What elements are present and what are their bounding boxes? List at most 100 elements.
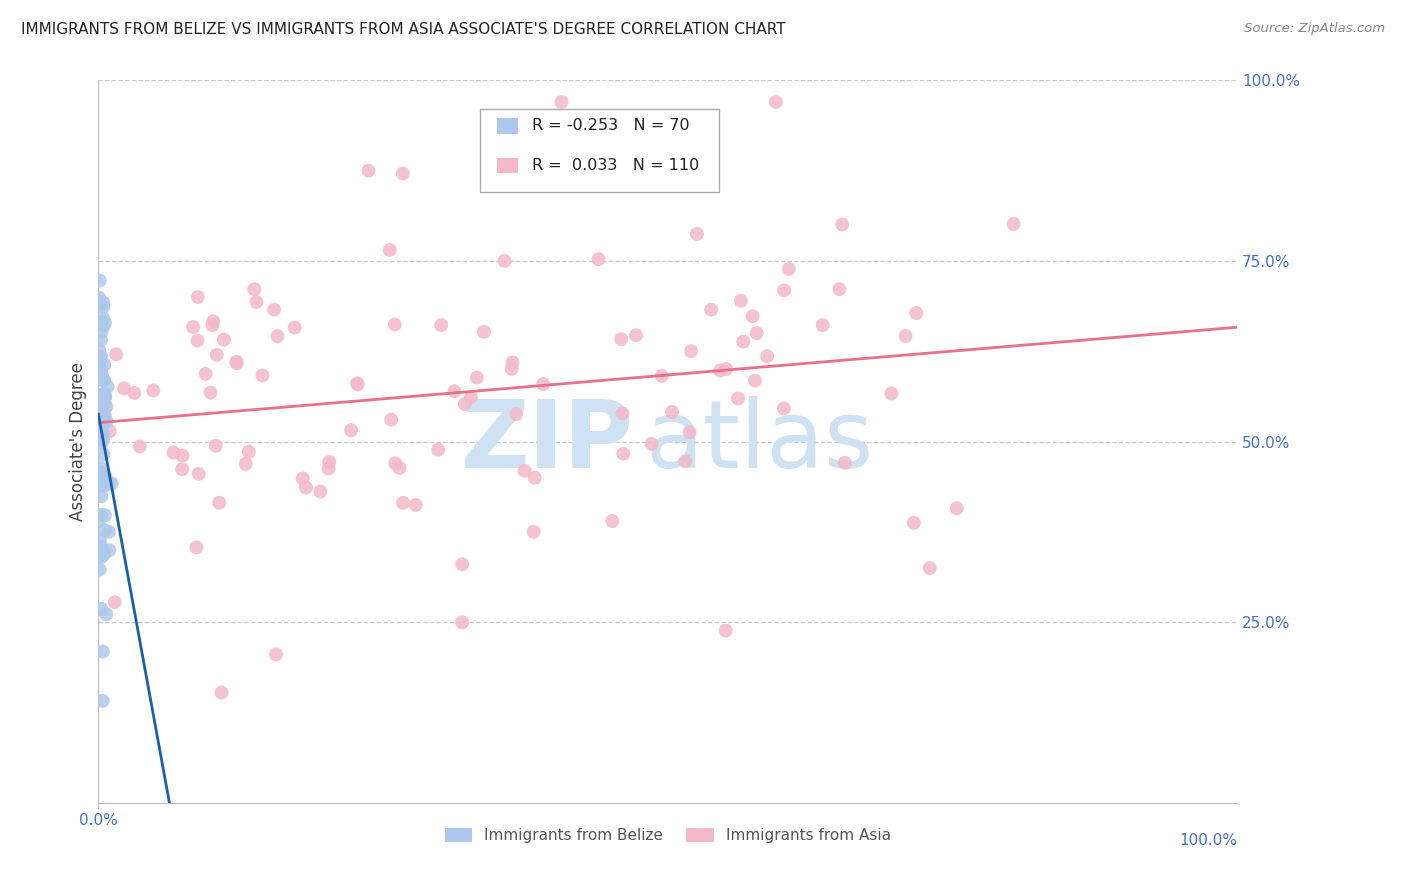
Point — [93, 403, 115, 417]
Point — [903, 516, 925, 530]
Point — [284, 320, 307, 334]
Text: 100.0%: 100.0% — [1180, 833, 1237, 848]
Point — [90, 489, 112, 503]
FancyBboxPatch shape — [479, 109, 718, 193]
Point — [727, 392, 749, 406]
Point — [181, 320, 204, 334]
Point — [91, 432, 114, 446]
Point — [765, 95, 787, 109]
Point — [465, 370, 488, 384]
Point — [96, 607, 118, 622]
Point — [252, 368, 274, 383]
Point — [91, 426, 114, 441]
Point — [235, 457, 257, 471]
Point — [686, 227, 709, 241]
Point — [492, 174, 515, 188]
Point — [87, 401, 110, 415]
Point — [202, 314, 225, 328]
Point — [778, 261, 800, 276]
Point — [773, 283, 796, 297]
Point — [225, 356, 247, 370]
Point — [93, 318, 115, 333]
Point — [97, 379, 120, 393]
Point — [90, 436, 112, 450]
Point — [263, 302, 285, 317]
Point — [128, 439, 150, 453]
Point — [714, 624, 737, 638]
Point — [773, 401, 796, 416]
Point — [318, 455, 340, 469]
Point — [91, 368, 114, 383]
Point — [427, 442, 450, 457]
Point — [97, 524, 120, 539]
Point — [472, 325, 495, 339]
Point — [624, 328, 647, 343]
Point — [451, 615, 474, 630]
Point — [291, 471, 314, 485]
Point — [90, 314, 112, 328]
Point — [93, 479, 115, 493]
Point — [112, 381, 135, 395]
Point — [295, 481, 318, 495]
Point — [90, 364, 112, 378]
Point — [89, 351, 111, 366]
Point — [89, 352, 111, 367]
Point — [205, 348, 228, 362]
Point — [187, 467, 209, 481]
Point — [93, 392, 115, 407]
Point — [87, 372, 110, 386]
Point — [430, 318, 453, 332]
Point — [104, 595, 127, 609]
Point — [460, 390, 482, 404]
Point — [384, 456, 406, 470]
Point — [392, 496, 415, 510]
Point — [90, 401, 112, 415]
Point — [90, 297, 112, 311]
Point — [451, 558, 474, 572]
Point — [238, 444, 260, 458]
Point — [357, 163, 380, 178]
Point — [212, 333, 235, 347]
Point — [588, 252, 610, 267]
Point — [90, 477, 112, 491]
Point — [90, 467, 112, 481]
Point — [98, 543, 121, 558]
Text: R = -0.253   N = 70: R = -0.253 N = 70 — [531, 119, 689, 133]
Point — [91, 419, 114, 434]
Point — [98, 424, 121, 438]
Point — [96, 414, 118, 428]
Point — [94, 508, 117, 523]
Point — [673, 454, 696, 468]
Point — [700, 302, 723, 317]
Point — [93, 387, 115, 401]
Point — [733, 334, 755, 349]
Point — [894, 329, 917, 343]
Point — [211, 685, 233, 699]
Point — [714, 362, 737, 376]
Point — [828, 282, 851, 296]
Point — [709, 363, 731, 377]
Point — [91, 644, 114, 658]
Point — [340, 423, 363, 437]
Point — [87, 514, 110, 528]
Point — [142, 384, 165, 398]
Text: R =  0.033   N = 110: R = 0.033 N = 110 — [531, 158, 699, 173]
Point — [380, 412, 402, 426]
Point — [89, 541, 111, 556]
Point — [266, 329, 288, 343]
Point — [89, 273, 111, 287]
Text: IMMIGRANTS FROM BELIZE VS IMMIGRANTS FROM ASIA ASSOCIATE'S DEGREE CORRELATION CH: IMMIGRANTS FROM BELIZE VS IMMIGRANTS FRO… — [21, 22, 786, 37]
Point — [91, 300, 114, 314]
Point — [651, 368, 673, 383]
Point — [93, 373, 115, 387]
Point — [89, 562, 111, 576]
Point — [162, 445, 184, 459]
Point — [93, 447, 115, 461]
Text: Source: ZipAtlas.com: Source: ZipAtlas.com — [1244, 22, 1385, 36]
Point — [90, 429, 112, 443]
Point — [87, 291, 110, 305]
Point — [87, 343, 110, 357]
Point — [194, 367, 217, 381]
Point — [124, 385, 146, 400]
Point — [94, 409, 117, 423]
